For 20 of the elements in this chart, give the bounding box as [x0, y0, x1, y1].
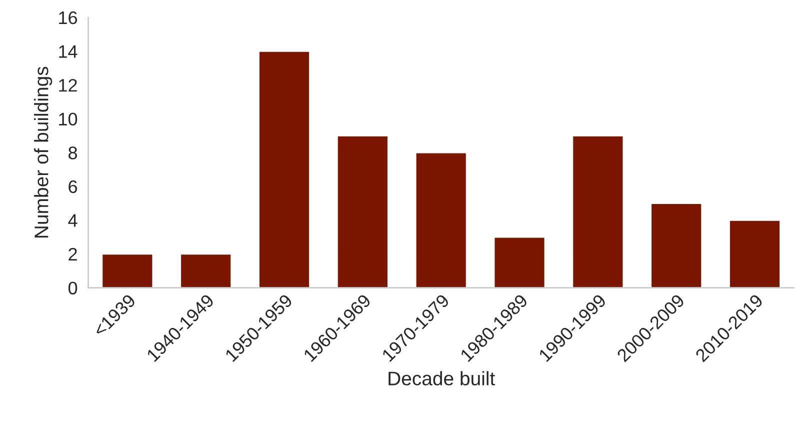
- bar: [728, 219, 781, 288]
- y-tick-label: 10: [59, 112, 78, 126]
- bar: [493, 236, 546, 288]
- y-tick-label: 4: [68, 214, 78, 227]
- bar: [180, 253, 232, 288]
- y-tick-label: 0: [68, 282, 78, 294]
- bar: [336, 135, 389, 288]
- bar: [650, 202, 703, 288]
- y-tick-label: 2: [68, 248, 77, 261]
- y-tick-label: 6: [68, 180, 78, 194]
- x-axis-title: Decade built: [388, 371, 496, 386]
- bar: [258, 50, 310, 288]
- y-axis-title: Number of buildings: [34, 66, 52, 238]
- bar: [572, 135, 624, 288]
- y-tick-label: 8: [68, 146, 78, 160]
- y-tick-label: 12: [59, 78, 77, 92]
- y-tick-label: 14: [59, 45, 78, 58]
- bar: [101, 253, 154, 288]
- y-tick-label: 16: [59, 11, 78, 24]
- bar: [414, 152, 468, 288]
